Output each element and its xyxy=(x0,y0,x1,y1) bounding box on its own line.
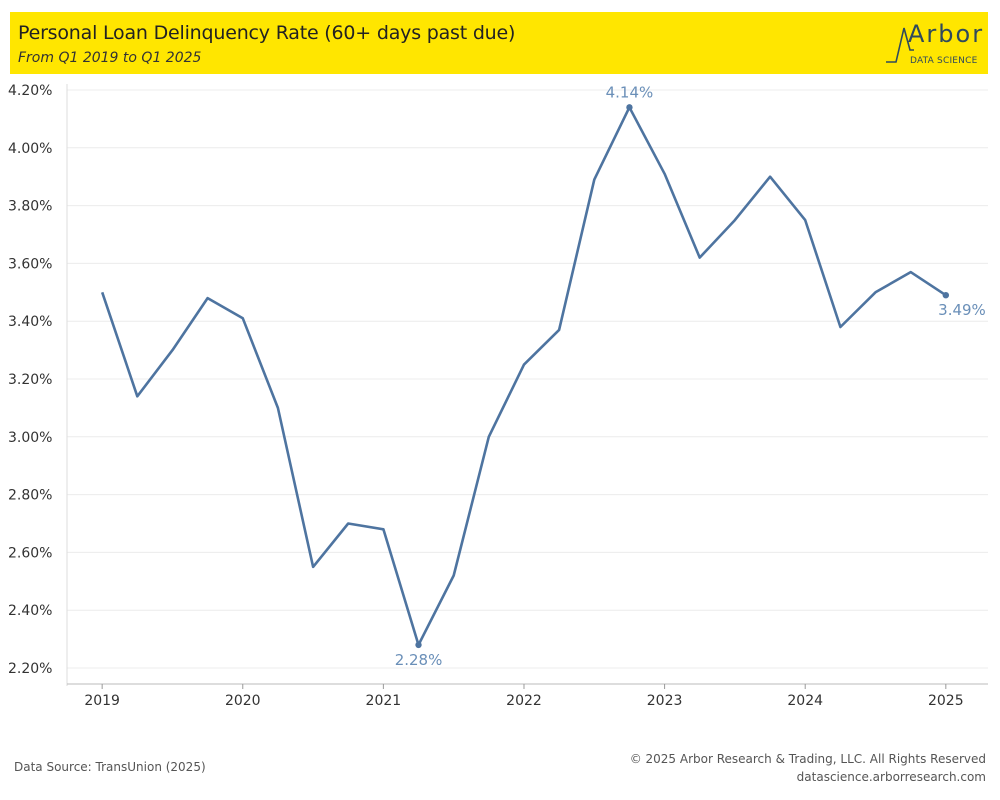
footer-credits: © 2025 Arbor Research & Trading, LLC. Al… xyxy=(630,750,986,786)
logo-wordmark: Arbor xyxy=(908,20,985,48)
y-tick-label: 4.00% xyxy=(8,141,52,157)
data-source: Data Source: TransUnion (2025) xyxy=(14,760,206,774)
logo-mark-icon xyxy=(886,27,914,63)
x-tick-label: 2019 xyxy=(84,693,120,709)
copyright-text: © 2025 Arbor Research & Trading, LLC. Al… xyxy=(629,752,986,766)
y-tick-label: 2.40% xyxy=(8,603,52,619)
x-tick-label: 2021 xyxy=(366,693,402,709)
data-label: 3.49% xyxy=(938,301,986,319)
y-tick-label: 2.60% xyxy=(8,545,52,561)
x-tick-label: 2025 xyxy=(928,693,964,709)
title-banner: Personal Loan Delinquency Rate (60+ days… xyxy=(10,12,988,74)
x-tick-label: 2022 xyxy=(506,693,542,709)
x-tick-label: 2020 xyxy=(225,693,261,709)
series-line xyxy=(100,106,947,647)
y-tick-label: 2.20% xyxy=(8,661,52,677)
data-label: 2.28% xyxy=(395,651,443,669)
data-label: 4.14% xyxy=(606,83,654,101)
chart-title: Personal Loan Delinquency Rate (60+ days… xyxy=(18,22,516,44)
logo-subtitle: DATA SCIENCE xyxy=(910,56,978,66)
y-tick-label: 3.80% xyxy=(8,199,52,215)
data-point-marker xyxy=(626,104,633,111)
arbor-logo: Arbor DATA SCIENCE xyxy=(884,20,984,70)
x-tick-label: 2023 xyxy=(647,693,683,709)
data-point-marker xyxy=(415,641,422,649)
y-tick-label: 3.00% xyxy=(8,430,52,446)
y-tick-label: 2.80% xyxy=(8,488,52,504)
x-tick-label: 2024 xyxy=(787,693,823,709)
y-tick-label: 3.20% xyxy=(8,372,52,388)
chart-subtitle: From Q1 2019 to Q1 2025 xyxy=(18,50,202,66)
data-point-marker xyxy=(942,291,950,299)
website-text: datascience.arborresearch.com xyxy=(796,770,986,784)
y-tick-label: 4.20% xyxy=(8,83,52,99)
y-tick-label: 3.40% xyxy=(8,314,52,330)
y-tick-label: 3.60% xyxy=(8,256,52,272)
